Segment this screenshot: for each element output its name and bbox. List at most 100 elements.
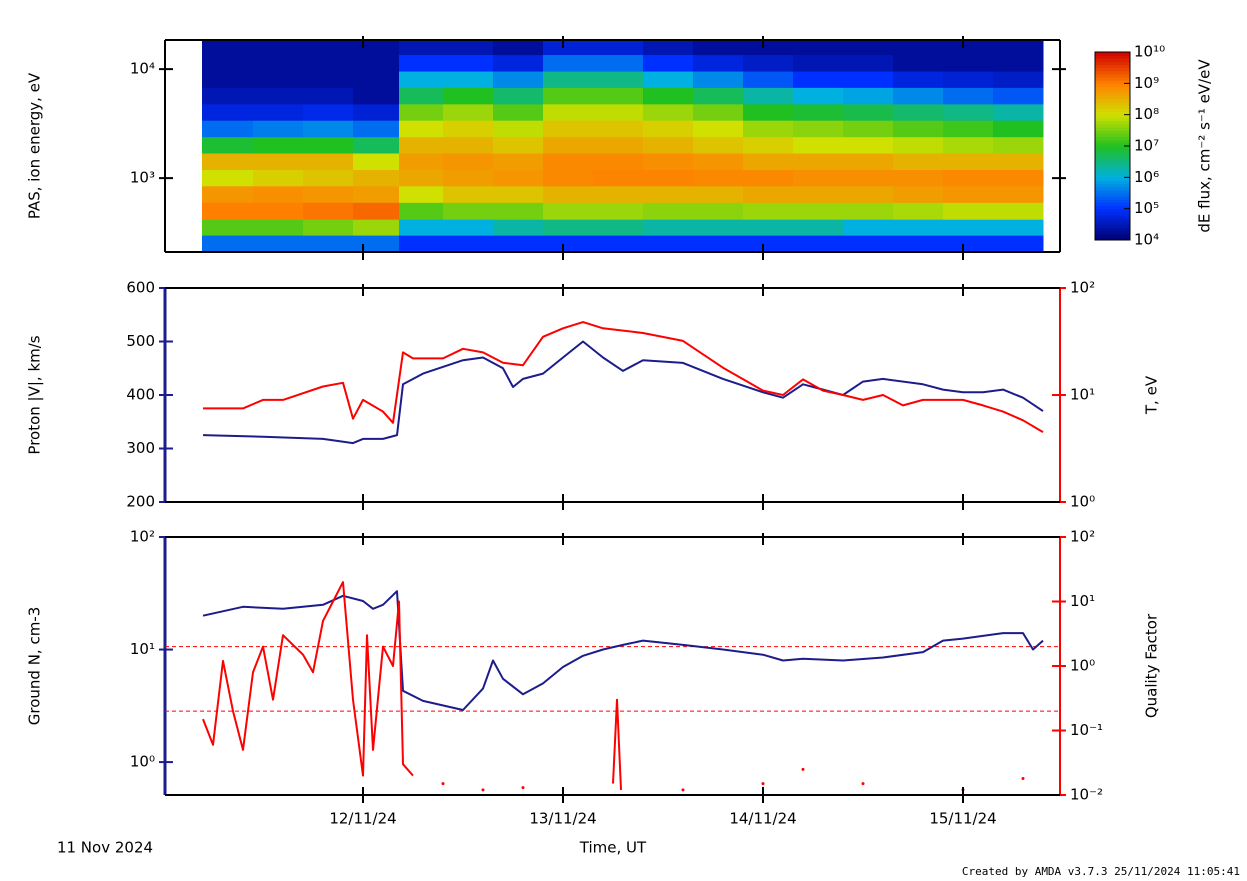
spectrogram-cell — [443, 40, 494, 56]
spectrogram-cell — [399, 235, 444, 253]
colorbar-tick-label: 10⁹ — [1134, 74, 1159, 92]
spectrogram-cell — [743, 120, 794, 138]
spectrogram-cell — [202, 219, 254, 236]
spectrogram-cell — [399, 40, 444, 56]
spectrogram-cell — [543, 103, 594, 121]
spectrogram-cell — [743, 40, 794, 56]
spectrogram-cell — [943, 185, 994, 203]
spectrogram-cell — [693, 185, 744, 203]
spectrogram-cell — [693, 202, 744, 220]
y-tick-label: 10² — [1070, 279, 1095, 297]
spectrogram-cell — [843, 153, 894, 170]
spectrogram-cell — [543, 87, 594, 105]
spectrogram-cell — [893, 136, 944, 154]
spectrogram-cell — [793, 120, 844, 138]
spectrogram-cell — [643, 169, 694, 187]
series-point — [1021, 777, 1025, 781]
spectrogram-cell — [443, 235, 494, 253]
y-tick-label: 10³ — [130, 169, 155, 187]
spectrogram-cell — [893, 185, 944, 203]
spectrogram-cell — [543, 120, 594, 138]
spectrogram-cell — [993, 120, 1044, 138]
spectrogram-cell — [743, 136, 794, 154]
colorbar-segment — [1095, 167, 1130, 172]
series-line — [612, 698, 622, 790]
spectrogram-cell — [303, 40, 354, 56]
colorbar-segment — [1095, 105, 1130, 109]
spectrogram-cell — [593, 40, 644, 56]
spectrogram-cell — [202, 136, 254, 154]
colorbar-segment — [1095, 67, 1130, 72]
colorbar-segment — [1095, 146, 1130, 150]
spectrogram-cell — [693, 169, 744, 187]
spectrogram-cell — [943, 202, 994, 220]
spectrogram-cell — [353, 120, 400, 138]
spectrogram-cell — [202, 185, 254, 203]
spectrogram-cell — [353, 40, 400, 56]
spectrogram-cell — [399, 153, 444, 170]
y2-axis-label: T, eV — [1143, 375, 1161, 415]
x-tick-label: 12/11/24 — [329, 810, 396, 828]
y-tick-label: 400 — [126, 386, 155, 404]
colorbar-segment — [1095, 89, 1130, 94]
spectrogram-cell — [643, 71, 694, 88]
spectrogram-cell — [493, 120, 544, 138]
colorbar-segment — [1095, 227, 1130, 232]
colorbar-segment — [1095, 202, 1130, 207]
spectrogram-cell — [743, 185, 794, 203]
spectrogram-cell — [303, 71, 354, 88]
spectrogram-cell — [543, 40, 594, 56]
spectrogram-cell — [643, 40, 694, 56]
spectrogram-cell — [693, 71, 744, 88]
y-axis-label: Proton |V|, km/s — [26, 335, 44, 454]
spectrogram-cell — [443, 169, 494, 187]
spectrogram-cell — [993, 87, 1044, 105]
spectrogram-cell — [353, 235, 400, 253]
colorbar-segment — [1095, 180, 1130, 185]
spectrogram-cell — [743, 235, 794, 253]
colorbar-tick-label: 10⁷ — [1134, 137, 1159, 155]
spectrogram-cell — [993, 219, 1044, 236]
series-point — [441, 782, 445, 786]
spectrogram-cell — [353, 103, 400, 121]
spectrogram-cell — [303, 136, 354, 154]
colorbar-segment — [1095, 127, 1130, 131]
y-tick-label: 10⁴ — [130, 60, 155, 78]
colorbar-segment — [1095, 208, 1130, 213]
colorbar-segment — [1095, 139, 1130, 144]
spectrogram-cell — [353, 136, 400, 154]
spectrogram-cell — [543, 202, 594, 220]
spectrogram-cell — [893, 103, 944, 121]
colorbar-segment — [1095, 124, 1130, 128]
spectrogram-cell — [943, 87, 994, 105]
spectrogram-cell — [743, 87, 794, 105]
spectrogram-cell — [202, 235, 254, 253]
spectrogram-cell — [993, 169, 1044, 187]
spectrogram-cell — [303, 54, 354, 72]
spectrogram-cell — [743, 71, 794, 88]
spectrogram-cell — [793, 54, 844, 72]
spectrogram-cell — [253, 71, 304, 88]
colorbar-tick-label: 10⁸ — [1134, 105, 1159, 123]
series-point — [481, 788, 485, 792]
spectrogram-cell — [399, 87, 444, 105]
spectrogram-cell — [202, 87, 254, 105]
y-axis-label: Ground N, cm-3 — [26, 607, 44, 726]
colorbar-segment — [1095, 155, 1130, 160]
spectrogram-cell — [303, 219, 354, 236]
spectrogram-cell — [399, 185, 444, 203]
colorbar-tick-label: 10¹⁰ — [1134, 43, 1165, 61]
spectrogram-cell — [743, 169, 794, 187]
colorbar-segment — [1095, 196, 1130, 200]
y-tick-label: 10⁻² — [1070, 786, 1103, 804]
spectrogram-cell — [593, 71, 644, 88]
colorbar-segment — [1095, 221, 1130, 225]
spectrogram-cell — [943, 136, 994, 154]
y-tick-label: 10¹ — [1070, 386, 1095, 404]
spectrogram-cell — [493, 54, 544, 72]
spectrogram-cell — [353, 169, 400, 187]
spectrogram-cell — [303, 103, 354, 121]
spectrogram-cell — [793, 185, 844, 203]
spectrogram-cell — [493, 71, 544, 88]
